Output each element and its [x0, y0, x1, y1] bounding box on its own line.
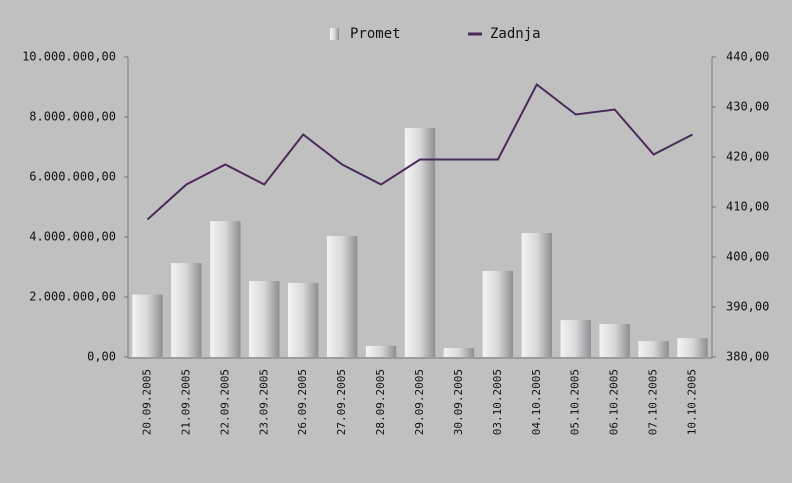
y2-tick-label: 400,00: [726, 250, 769, 264]
x-tick-label: 03.10.2005: [491, 369, 504, 435]
y-tick-label: 4.000.000,00: [29, 230, 116, 244]
x-tick-label: 05.10.2005: [569, 369, 582, 435]
bar: [249, 281, 280, 357]
x-tick-label: 27.09.2005: [335, 369, 348, 435]
x-tick-label: 07.10.2005: [647, 369, 660, 435]
x-tick-label: 30.09.2005: [452, 369, 465, 435]
bar: [443, 348, 475, 357]
y2-tick-label: 410,00: [726, 200, 769, 214]
x-tick-label: 28.09.2005: [374, 369, 387, 435]
y2-tick-label: 430,00: [726, 100, 769, 114]
x-tick-label: 29.09.2005: [413, 369, 426, 435]
bar: [560, 320, 591, 357]
bar: [132, 294, 163, 357]
legend-label: Zadnja: [490, 26, 541, 42]
bar: [482, 270, 514, 357]
y-tick-label: 6.000.000,00: [29, 170, 116, 184]
x-tick-label: 04.10.2005: [530, 369, 543, 435]
x-tick-label: 10.10.2005: [686, 369, 699, 435]
x-tick-label: 21.09.2005: [179, 369, 192, 435]
bar: [210, 221, 241, 357]
y-tick-label: 0,00: [87, 350, 116, 364]
x-tick-label: 23.09.2005: [257, 369, 270, 435]
bar: [599, 324, 630, 357]
y2-tick-label: 380,00: [726, 350, 769, 364]
y2-tick-label: 390,00: [726, 300, 769, 314]
bar: [365, 345, 397, 357]
bar: [171, 263, 202, 357]
x-tick-label: 22.09.2005: [218, 369, 231, 435]
bar: [521, 233, 552, 357]
y2-tick-label: 420,00: [726, 150, 769, 164]
bar: [638, 341, 669, 357]
bar: [326, 236, 358, 357]
bar: [404, 128, 436, 357]
bar: [677, 338, 708, 357]
x-tick-label: 26.09.2005: [296, 369, 309, 435]
line: [146, 82, 693, 221]
y2-tick-label: 440,00: [726, 50, 769, 64]
bar: [288, 282, 319, 357]
legend-swatch: [330, 28, 339, 40]
legend-label: Promet: [350, 26, 401, 42]
y-tick-label: 8.000.000,00: [29, 110, 116, 124]
y-tick-label: 10.000.000,00: [22, 50, 116, 64]
x-tick-label: 20.09.2005: [140, 369, 153, 435]
y-tick-label: 2.000.000,00: [29, 290, 116, 304]
x-tick-label: 06.10.2005: [608, 369, 621, 435]
